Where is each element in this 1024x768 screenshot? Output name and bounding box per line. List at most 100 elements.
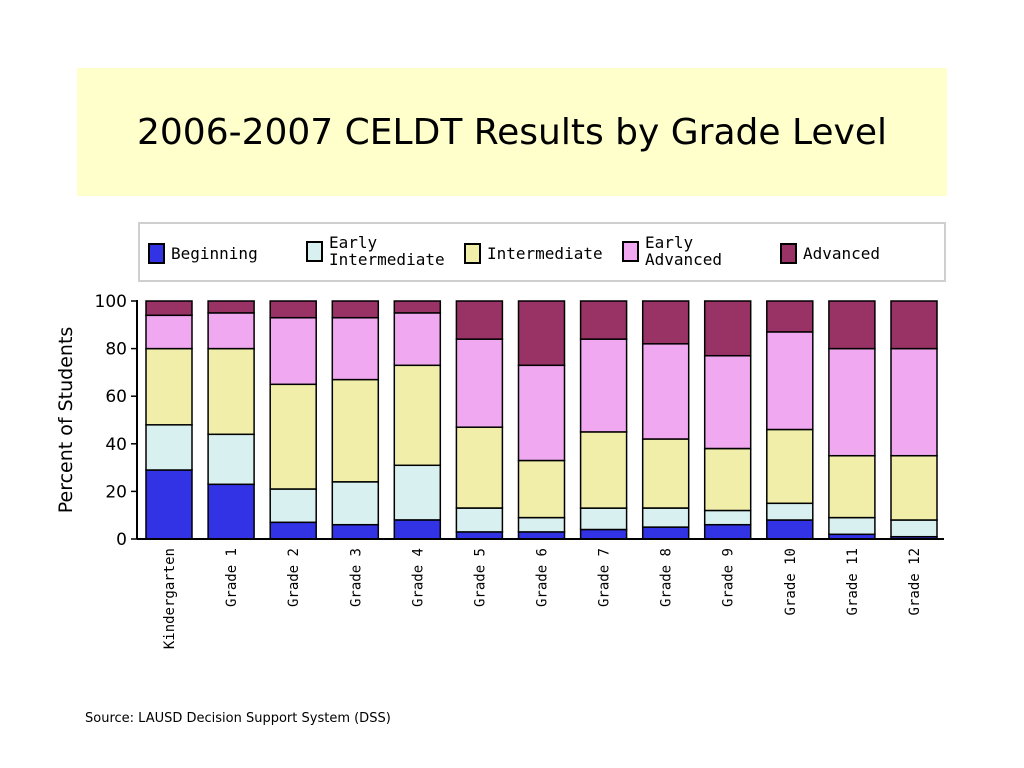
legend-item-3: Early Advanced — [622, 234, 722, 268]
bar-segment — [517, 300, 566, 367]
x-tick-label: Grade 11 — [845, 548, 861, 615]
bar-segment — [579, 431, 628, 509]
bar-segment — [579, 338, 628, 433]
bar-segment — [455, 426, 504, 509]
x-tick-label: Grade 2 — [286, 548, 302, 607]
y-tick-label: 80 — [105, 340, 127, 360]
bar-segment — [269, 488, 317, 524]
bar-segment — [641, 300, 690, 345]
bar-segment — [331, 481, 380, 526]
bar-segment — [207, 300, 255, 314]
x-tick-label: Grade 12 — [907, 548, 923, 615]
x-tick-label: Grade 4 — [410, 548, 426, 607]
y-tick-label: 20 — [105, 482, 127, 502]
legend-item-1: Early Intermediate — [306, 234, 445, 268]
bar-segment — [579, 528, 628, 540]
title-banner: 2006-2007 CELDT Results by Grade Level — [77, 68, 947, 196]
bar-segment — [890, 347, 938, 457]
bar-segment — [579, 507, 628, 531]
bar-segment — [207, 433, 255, 486]
source-note: Source: LAUSD Decision Support System (D… — [85, 711, 391, 726]
bar-segment — [331, 316, 380, 381]
bar-segment — [766, 502, 814, 521]
bar-segment — [207, 483, 255, 540]
bar-segment — [828, 347, 876, 457]
bar-segment — [641, 343, 690, 440]
bar-segment — [269, 521, 317, 540]
bar-segment — [269, 383, 317, 490]
bar-segment — [641, 507, 690, 528]
bar-segment — [145, 424, 193, 471]
bar-segment — [703, 523, 752, 540]
bar-segment — [828, 454, 876, 519]
bar-segment — [766, 428, 814, 505]
bar-segment — [393, 312, 442, 367]
bar-segment — [455, 531, 504, 540]
x-tick-label: Grade 10 — [783, 548, 799, 615]
legend-item-2: Intermediate — [464, 243, 603, 264]
bar-segment — [145, 314, 193, 350]
legend-item-4: Advanced — [780, 243, 880, 264]
bar-segment — [207, 312, 255, 350]
y-tick-label: 60 — [105, 387, 127, 407]
x-tick-label: Grade 6 — [535, 548, 551, 607]
bar-segment — [145, 347, 193, 426]
legend-swatch — [464, 243, 481, 264]
bar-segment — [890, 454, 938, 521]
bar-segment — [145, 469, 193, 540]
legend-label: Advanced — [803, 244, 881, 263]
x-tick-label: Grade 5 — [472, 548, 488, 607]
bar-segment — [828, 300, 876, 350]
x-tick-label: Grade 1 — [224, 548, 240, 607]
bar-segment — [517, 516, 566, 533]
legend-swatch — [148, 243, 165, 264]
bar-segment — [269, 300, 317, 319]
bar-segment — [579, 300, 628, 340]
legend-label: Beginning — [171, 244, 258, 263]
bar-segment — [269, 316, 317, 386]
bar-segment — [207, 347, 255, 436]
y-tick-label: 40 — [105, 435, 127, 455]
bar-segment — [828, 516, 876, 536]
bar-segment — [766, 519, 814, 540]
y-tick-label: 100 — [95, 292, 127, 312]
bar-segment — [703, 354, 752, 450]
legend-label: Intermediate — [487, 244, 603, 263]
bar-segment — [517, 459, 566, 519]
x-tick-label: Kindergarten — [162, 548, 178, 649]
bar-segment — [517, 531, 566, 540]
y-tick-label: 0 — [116, 530, 127, 550]
bar-segment — [393, 464, 442, 521]
bar-segment — [890, 519, 938, 538]
bar-segment — [455, 300, 504, 340]
bar-segment — [890, 300, 938, 350]
bar-segment — [393, 519, 442, 540]
bar-segment — [641, 438, 690, 509]
legend-item-0: Beginning — [148, 243, 258, 264]
bar-segment — [145, 300, 193, 317]
bar-segment — [455, 507, 504, 533]
y-axis-title: Percent of Students — [55, 327, 77, 514]
legend-swatch — [306, 240, 323, 262]
bar-segment — [703, 447, 752, 512]
bar-segment — [766, 331, 814, 431]
bar-segment — [455, 338, 504, 428]
bar-segment — [331, 378, 380, 483]
bar-segment — [331, 523, 380, 540]
bar-segment — [766, 300, 814, 333]
legend-label: Early Intermediate — [329, 233, 445, 269]
x-tick-label: Grade 7 — [597, 548, 613, 607]
legend-label: Early Advanced — [645, 233, 723, 269]
bar-segment — [331, 300, 380, 319]
bar-segment — [517, 364, 566, 462]
chart-legend: Beginning Early Intermediate Intermediate E… — [138, 222, 946, 282]
bar-segment — [641, 526, 690, 540]
x-tick-label: Grade 8 — [659, 548, 675, 607]
page-title: 2006-2007 CELDT Results by Grade Level — [136, 111, 888, 153]
x-tick-label: Grade 9 — [721, 548, 737, 607]
bar-segment — [393, 364, 442, 467]
legend-swatch — [622, 240, 639, 262]
legend-swatch — [780, 243, 797, 264]
bar-segment — [393, 300, 442, 314]
